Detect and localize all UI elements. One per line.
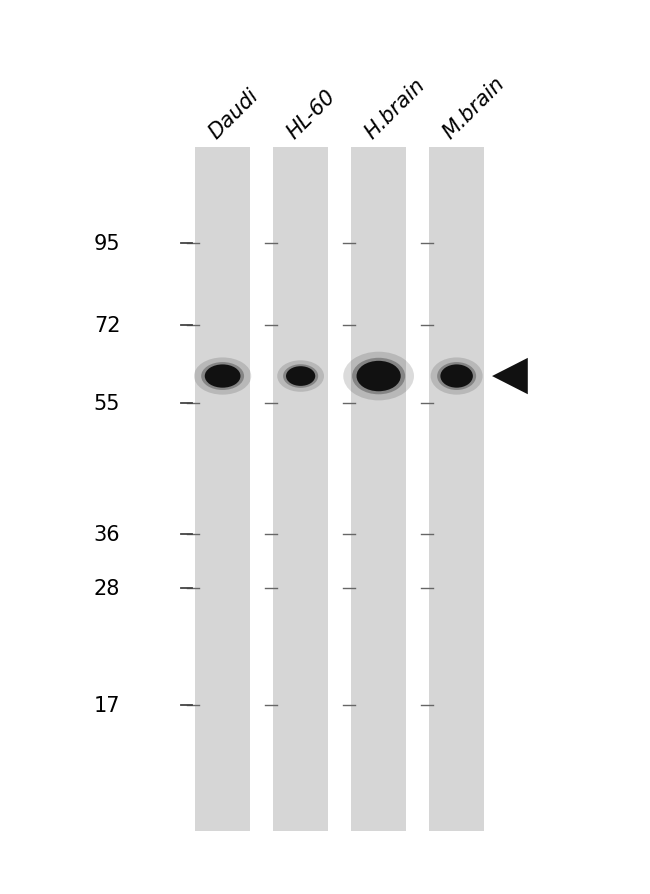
Text: Daudi: Daudi [205,86,263,143]
Ellipse shape [283,365,318,388]
Ellipse shape [352,358,405,395]
Text: 95: 95 [94,233,120,253]
Ellipse shape [430,358,482,395]
Bar [429,148,484,831]
Bar [273,148,328,831]
Text: 55: 55 [94,394,120,414]
Ellipse shape [437,363,476,391]
Polygon shape [492,358,528,395]
Ellipse shape [205,365,240,388]
Bar [351,148,406,831]
Ellipse shape [194,358,251,395]
Ellipse shape [286,367,315,386]
Ellipse shape [441,365,473,388]
Ellipse shape [278,361,324,392]
Text: 28: 28 [94,578,120,599]
Text: HL-60: HL-60 [283,87,339,143]
Ellipse shape [343,352,414,401]
Text: 72: 72 [94,316,120,335]
Text: 17: 17 [94,695,120,715]
Bar [195,148,250,831]
Text: H.brain: H.brain [361,75,429,143]
Text: M.brain: M.brain [439,73,509,143]
Ellipse shape [356,361,400,392]
Ellipse shape [202,363,244,391]
Text: 36: 36 [94,524,120,544]
